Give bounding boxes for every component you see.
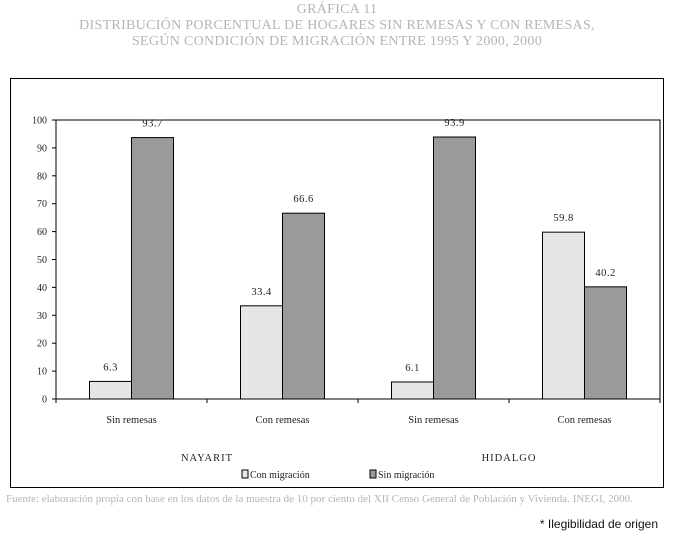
x-category-label: Con remesas	[558, 415, 612, 426]
y-tick-label: 80	[37, 171, 47, 182]
y-tick-label: 50	[37, 255, 47, 266]
data-label: 59.8	[553, 213, 573, 224]
chart-title-line3: SEGÚN CONDICIÓN DE MIGRACIÓN ENTRE 1995 …	[131, 34, 543, 49]
data-label: 93.7	[142, 119, 162, 130]
chart-title-line1: GRÁFICA 11	[296, 2, 378, 17]
legend-con-migracion-label: Con migración	[250, 470, 310, 481]
x-category-label: Sin remesas	[408, 415, 458, 426]
legend-sin-migracion-label: Sin migración	[378, 470, 434, 481]
x-category-label: Sin remesas	[106, 415, 156, 426]
y-tick-label: 0	[42, 395, 47, 406]
bar-sin-migracion	[433, 136, 476, 400]
y-tick-label: 30	[37, 311, 47, 322]
bar-con-migracion	[391, 381, 434, 400]
y-tick-label: 100	[32, 116, 47, 127]
data-label: 66.6	[293, 194, 313, 205]
bar-sin-migracion	[282, 212, 325, 400]
data-label: 93.9	[444, 118, 464, 129]
group-label: HIDALGO	[482, 453, 537, 464]
x-category-label: Con remesas	[256, 415, 310, 426]
chart-frame	[10, 78, 664, 488]
legend-con-migracion-swatch	[241, 469, 249, 479]
data-label: 33.4	[251, 287, 272, 298]
bar-sin-migracion	[131, 137, 174, 400]
chart-title-block: GRÁFICA 11 DISTRIBUCIÓN PORCENTUAL DE HO…	[0, 2, 674, 50]
legend-sin-migracion-swatch	[369, 469, 377, 479]
source-note: Fuente: elaboración propia con base en l…	[6, 493, 633, 505]
data-label: 6.1	[405, 363, 420, 374]
bar-con-migracion	[240, 305, 283, 400]
illegibility-note: * Ilegibilidad de origen	[539, 517, 658, 531]
y-tick-label: 20	[37, 339, 47, 350]
y-tick-label: 70	[37, 199, 47, 210]
bar-sin-migracion	[584, 286, 627, 400]
chart-title-line2: DISTRIBUCIÓN PORCENTUAL DE HOGARES SIN R…	[79, 18, 595, 33]
bar-con-migracion	[89, 380, 132, 400]
y-tick-label: 10	[37, 367, 47, 378]
data-label: 40.2	[595, 268, 615, 279]
group-label: NAYARIT	[181, 453, 233, 464]
bar-con-migracion	[542, 231, 585, 400]
y-tick-label: 90	[37, 143, 47, 154]
y-tick-label: 60	[37, 227, 47, 238]
data-label: 6.3	[103, 362, 118, 373]
y-tick-label: 40	[37, 283, 47, 294]
